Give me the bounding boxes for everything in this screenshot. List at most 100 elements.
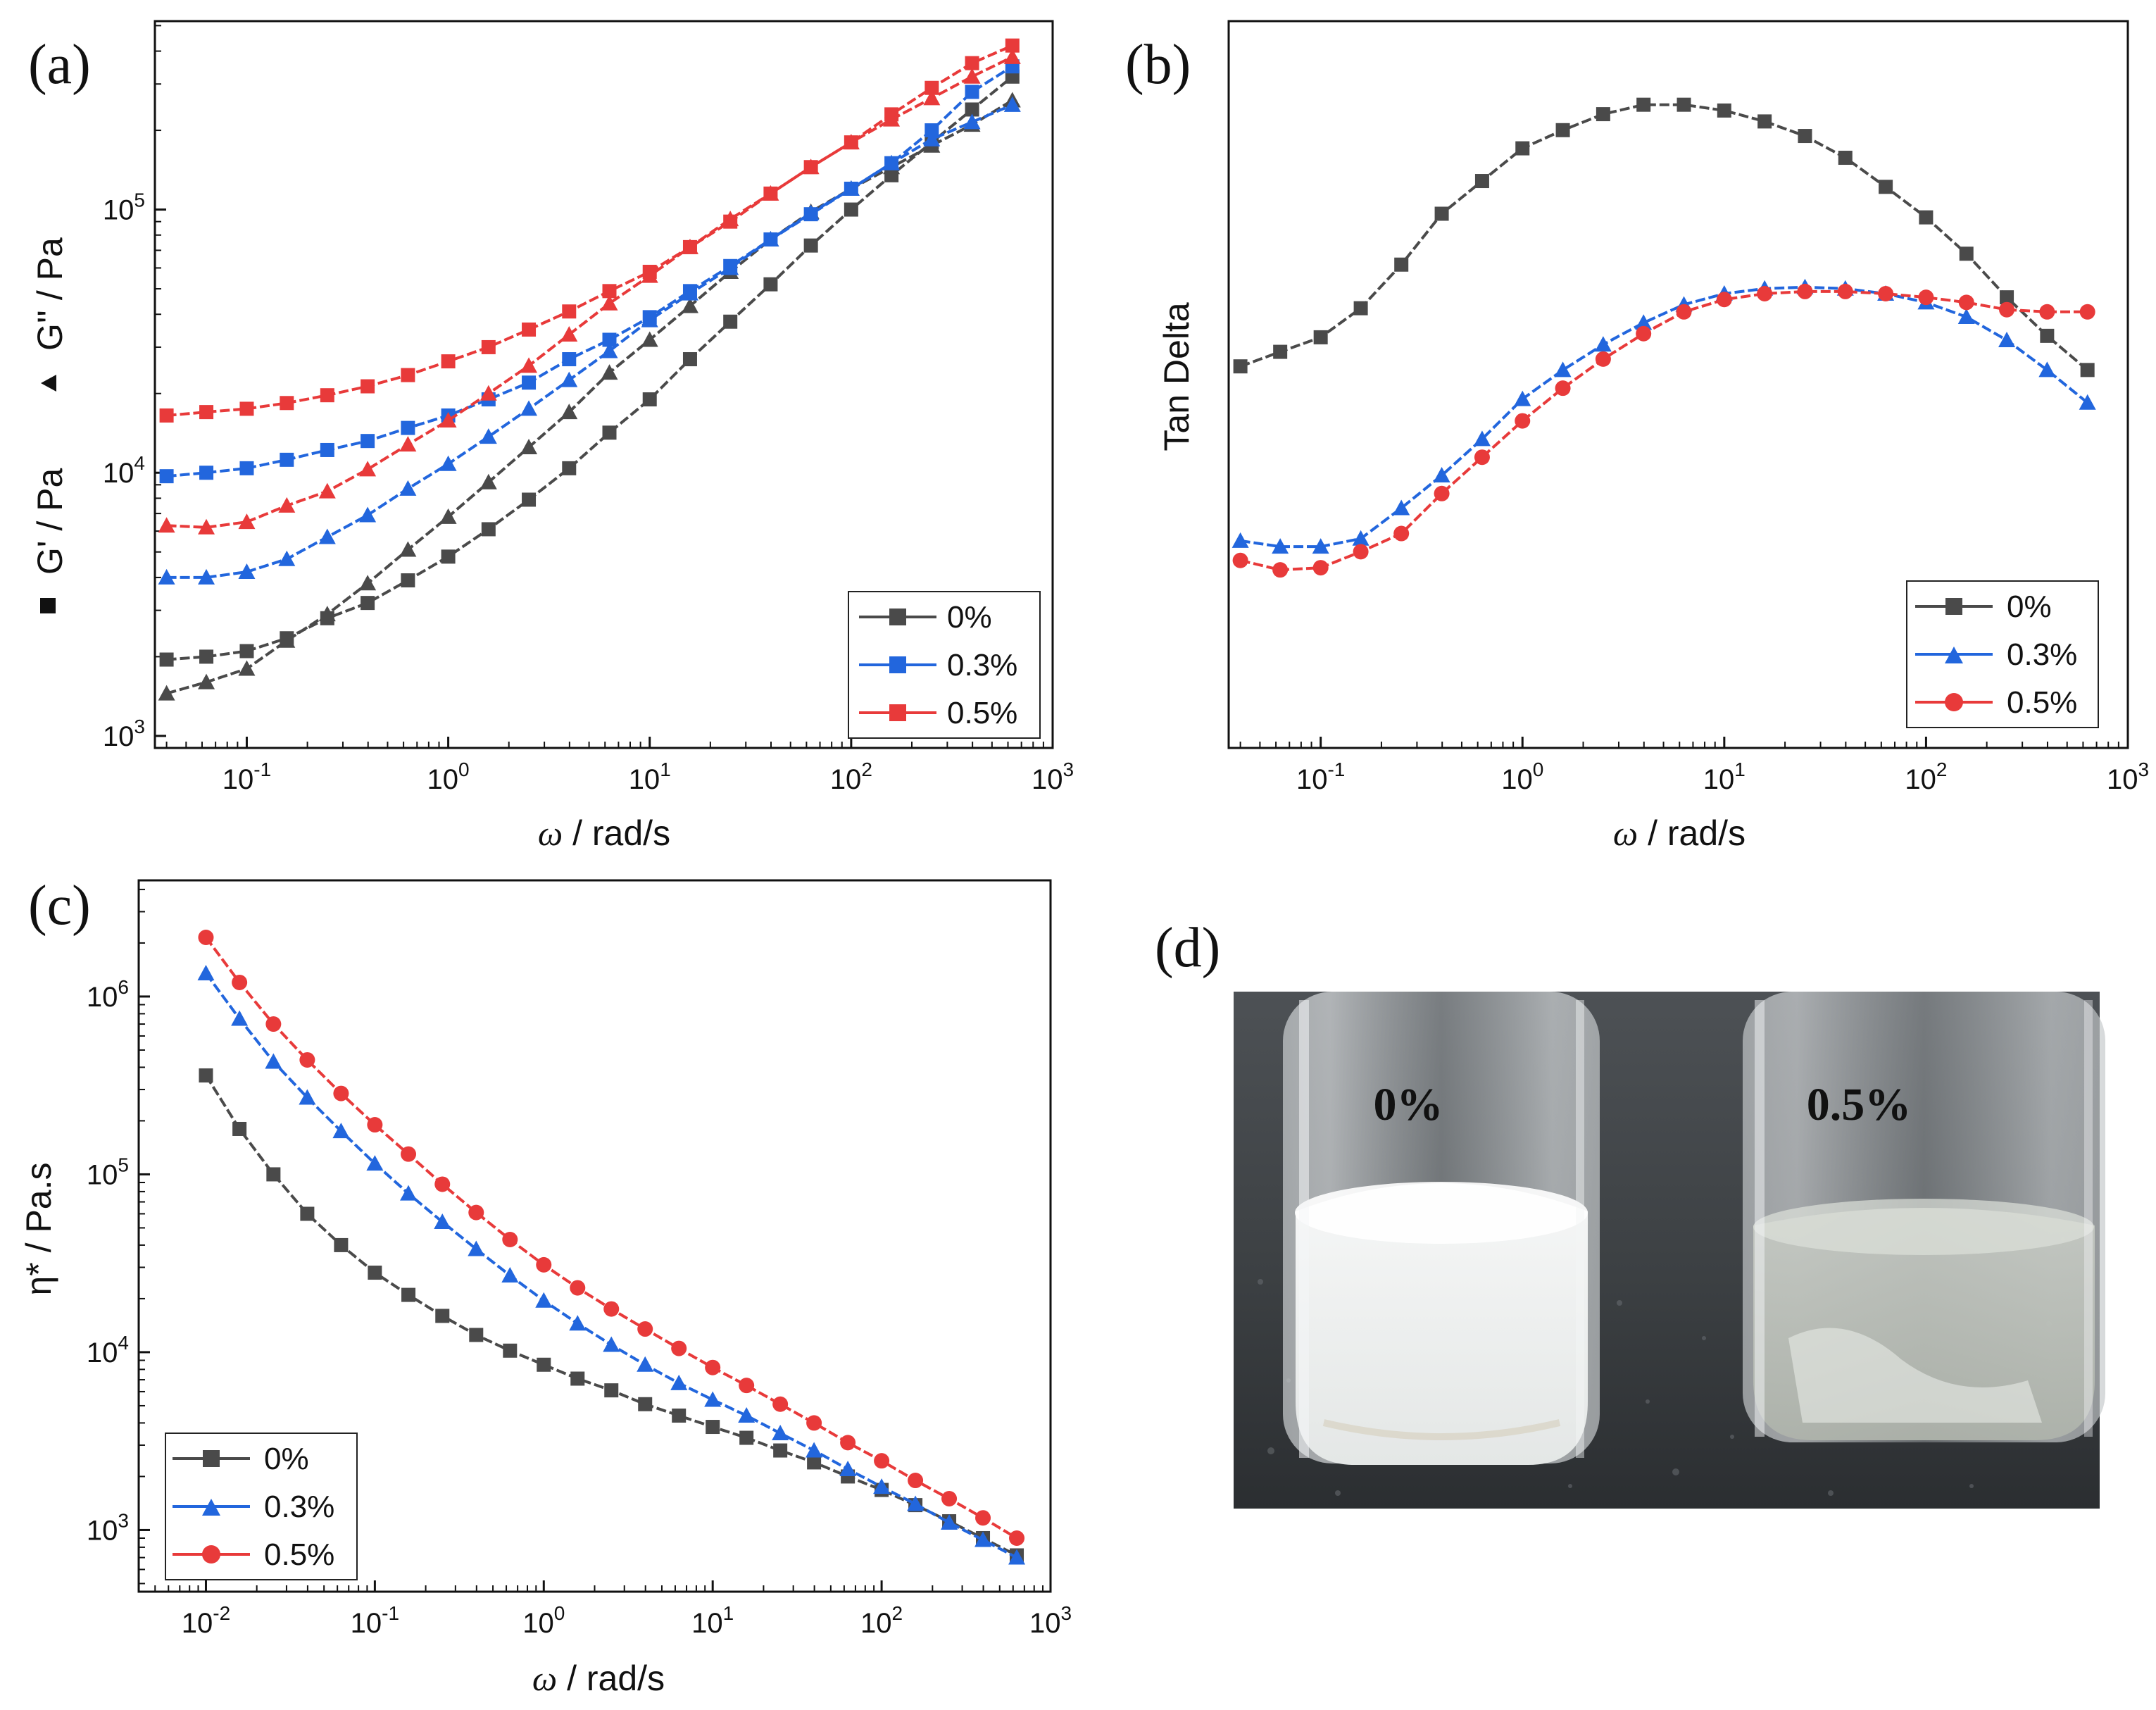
data-point [480, 473, 497, 489]
data-point [802, 204, 820, 220]
data-point [1393, 525, 1410, 542]
series-line [166, 99, 1013, 695]
x-tick-label: 101 [691, 1602, 734, 1639]
data-point [1393, 499, 1410, 516]
data-point [439, 455, 457, 471]
data-point [232, 974, 248, 990]
x-tick-label: 10-1 [1296, 759, 1345, 795]
data-point [672, 1408, 687, 1423]
data-point [965, 85, 979, 99]
data-point [158, 685, 175, 701]
data-point [1312, 560, 1329, 576]
legend-marker [1945, 693, 1963, 711]
data-point [1474, 449, 1490, 466]
data-point [925, 123, 939, 138]
data-point [1998, 332, 2016, 348]
data-point [705, 1359, 721, 1375]
data-point [1676, 304, 1692, 320]
data-point [1514, 390, 1531, 406]
data-point [883, 154, 901, 170]
data-point [320, 388, 334, 403]
data-point [1595, 351, 1611, 367]
data-point [1353, 544, 1369, 560]
data-point [772, 1396, 789, 1412]
data-point [199, 1068, 213, 1082]
data-point [368, 1266, 382, 1280]
data-point [1394, 257, 1409, 272]
vial-right-label: 0.5% [1807, 1079, 1912, 1130]
vial-left-label: 0% [1374, 1079, 1443, 1130]
data-point [802, 158, 820, 175]
data-point [536, 1256, 552, 1273]
data-point [361, 596, 375, 611]
data-point [638, 1397, 653, 1411]
data-point [803, 238, 818, 253]
panel-c-series [197, 929, 1026, 1565]
series-line [1239, 103, 2088, 371]
data-point [439, 411, 457, 427]
data-point [1919, 210, 1933, 225]
data-point [197, 965, 215, 981]
data-point [265, 1016, 282, 1032]
legend-marker [889, 609, 906, 625]
data-point [159, 469, 174, 484]
panel-a-label: (a) [28, 34, 91, 96]
data-point [239, 644, 254, 659]
data-point [158, 568, 175, 585]
data-point [965, 102, 979, 117]
data-point [807, 1455, 822, 1470]
data-point [1596, 107, 1610, 122]
legend-label: 0.3% [947, 648, 1017, 682]
data-point [560, 371, 578, 387]
legend-label: 0.5% [947, 696, 1017, 730]
data-point [842, 180, 860, 196]
y-tick-label: 104 [103, 452, 145, 489]
data-point [974, 1531, 992, 1547]
data-point [941, 1514, 958, 1530]
legend-marker [202, 1545, 220, 1564]
data-point [300, 1206, 315, 1221]
data-point [762, 230, 779, 246]
data-point [318, 528, 336, 544]
data-point [401, 420, 415, 435]
legend-label: 0.3% [264, 1490, 334, 1524]
series-line [166, 56, 1013, 529]
data-point [562, 304, 577, 319]
panel-a-ticks: 10-1 100 101 102 103 103 104 105 [103, 25, 1074, 795]
data-point [963, 68, 981, 84]
data-point [480, 385, 497, 401]
data-point [1999, 301, 2015, 318]
data-point [1636, 97, 1651, 112]
data-point [1473, 430, 1491, 447]
data-point [1353, 301, 1368, 316]
data-point [637, 1356, 654, 1372]
data-point [232, 1121, 247, 1136]
x-tick-label: 100 [522, 1602, 565, 1639]
legend-label: 0% [2007, 589, 2052, 624]
x-tick-label: 100 [1501, 759, 1543, 795]
data-point [1272, 562, 1289, 578]
data-point [1838, 151, 1853, 166]
data-point [1798, 129, 1812, 144]
data-point [907, 1495, 925, 1511]
data-point [806, 1415, 822, 1431]
data-point [562, 461, 577, 475]
data-point [560, 404, 578, 420]
legend-marker [889, 704, 906, 721]
data-point [1233, 359, 1248, 374]
data-point [682, 352, 697, 367]
data-point [2079, 394, 2096, 410]
data-point [239, 401, 254, 416]
data-point [883, 111, 901, 127]
data-point [602, 284, 617, 299]
surface-speckles [1258, 1237, 2081, 1496]
data-point [318, 482, 336, 499]
x-tick-label: 10-2 [182, 1602, 230, 1639]
panel-b-plot-frame [1227, 20, 2129, 749]
data-point [975, 1510, 991, 1526]
data-point [1757, 286, 1773, 301]
data-point [1676, 97, 1691, 112]
data-point [2079, 304, 2095, 320]
vials-photo: 0% 0.5% [1234, 992, 2105, 1509]
